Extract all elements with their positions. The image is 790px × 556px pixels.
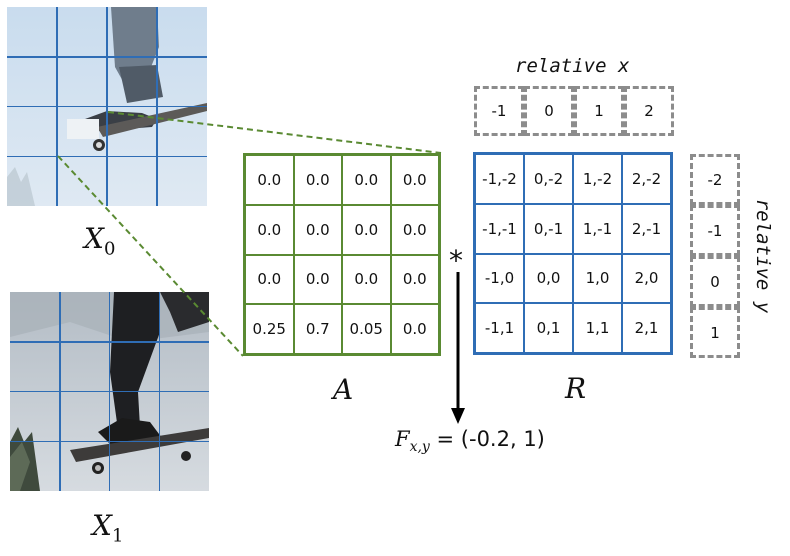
matrix-r: -1,-2 0,-2 1,-2 2,-2 -1,-1 0,-1 1,-1 2,-… <box>473 152 673 355</box>
matrix-r-cell: 2,0 <box>622 253 671 304</box>
matrix-a-cell: 0.0 <box>342 155 391 205</box>
matrix-r-cell: -1,-1 <box>475 203 524 254</box>
matrix-a-cell: 0.0 <box>293 254 342 305</box>
matrix-r-cell: -1,1 <box>475 303 524 353</box>
matrix-r-cell: 2,-2 <box>622 154 671 204</box>
matrix-a-label: A <box>333 373 354 406</box>
frame-x1-label: X1 <box>92 509 123 547</box>
frame-x1-label-sub: 1 <box>111 525 124 547</box>
matrix-r-cell: 0,-1 <box>524 203 573 254</box>
connector-line-bottom <box>57 155 244 357</box>
relative-x-title: relative x <box>515 55 630 77</box>
relative-y-box: 1 <box>690 307 740 358</box>
relative-y-title: relative y <box>752 198 775 314</box>
frame-x0-image <box>7 7 207 206</box>
matrix-a-cell: 0.0 <box>342 254 391 305</box>
matrix-r-cell: -1,-2 <box>475 154 524 204</box>
matrix-a-cell: 0.0 <box>245 204 294 255</box>
frame-x1-image <box>10 292 209 491</box>
matrix-r-cell: 0,0 <box>524 253 573 304</box>
matrix-a-cell: 0.05 <box>342 304 391 354</box>
arrow-head <box>451 408 465 424</box>
patch-grid-x1 <box>10 292 209 491</box>
relative-x-box: 2 <box>624 86 674 136</box>
matrix-a-cell: 0.0 <box>390 155 439 205</box>
relative-y-box: -2 <box>690 154 740 205</box>
matrix-r-cell: 0,-2 <box>524 154 573 204</box>
relative-x-box: -1 <box>474 86 524 136</box>
matrix-r-cell: 1,0 <box>573 253 622 304</box>
matrix-r-cell: 2,-1 <box>622 203 671 254</box>
relative-x-box: 1 <box>574 86 624 136</box>
matrix-a-cell: 0.25 <box>245 304 294 354</box>
result-subscript: x,y <box>409 439 430 456</box>
matrix-r-cell: 2,1 <box>622 303 671 353</box>
matrix-r-label: R <box>565 372 587 405</box>
frame-x0-label: X0 <box>84 222 115 260</box>
matrix-a-cell: 0.0 <box>293 204 342 255</box>
matrix-a-cell: 0.0 <box>342 204 391 255</box>
matrix-a-cell: 0.0 <box>245 254 294 305</box>
frame-x0-label-sub: 0 <box>103 238 116 260</box>
matrix-a-cell: 0.0 <box>245 155 294 205</box>
frame-x0-label-base: X <box>84 222 104 255</box>
matrix-a-cell: 0.7 <box>293 304 342 354</box>
matrix-a-cell: 0.0 <box>390 254 439 305</box>
matrix-a-cell: 0.0 <box>390 304 439 354</box>
matrix-a-cell: 0.0 <box>293 155 342 205</box>
relative-y-box: 0 <box>690 256 740 307</box>
matrix-r-cell: 1,-2 <box>573 154 622 204</box>
patch-grid-x0 <box>7 7 207 206</box>
matrix-r-cell: 1,-1 <box>573 203 622 254</box>
matrix-a: 0.0 0.0 0.0 0.0 0.0 0.0 0.0 0.0 0.0 0.0 … <box>243 153 441 356</box>
matrix-r-cell: 0,1 <box>524 303 573 353</box>
result-symbol: F <box>395 427 410 451</box>
matrix-r-cell: 1,1 <box>573 303 622 353</box>
matrix-r-cell: -1,0 <box>475 253 524 304</box>
connector-line-top <box>107 111 442 154</box>
matrix-a-cell: 0.0 <box>390 204 439 255</box>
frame-x1-label-base: X <box>92 509 112 542</box>
relative-x-box: 0 <box>524 86 574 136</box>
result-value: = (-0.2, 1) <box>436 427 545 451</box>
convolution-operator: * <box>449 244 463 277</box>
result-expression: Fx,y = (-0.2, 1) <box>395 427 545 455</box>
relative-y-box: -1 <box>690 205 740 256</box>
